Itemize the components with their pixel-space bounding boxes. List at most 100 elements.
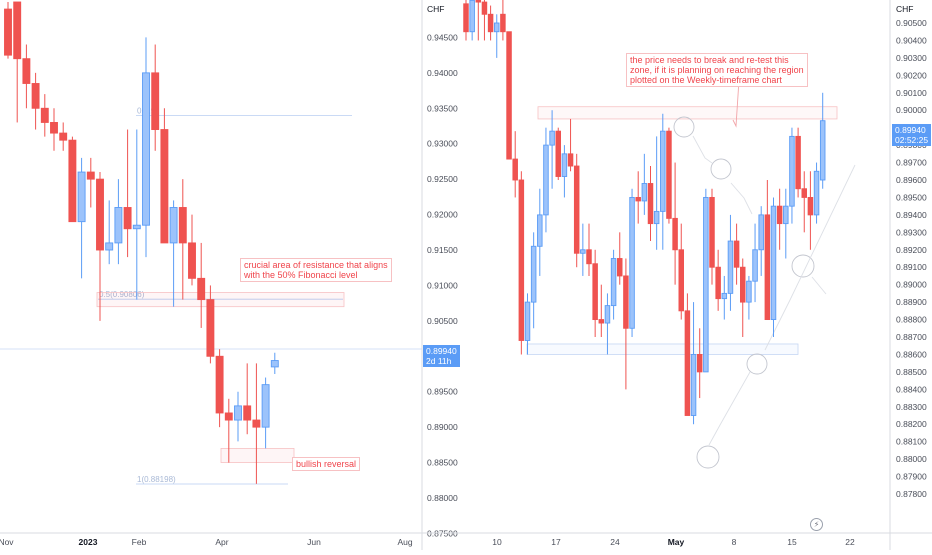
middle-price-axis: 0.94500 0.94000 0.93500 0.93000 0.92500 0.920…: [427, 32, 458, 538]
path-line: [692, 135, 713, 164]
candle-down: [123, 207, 132, 230]
candle-up: [77, 171, 86, 223]
daily-annotation: the price needs to break and re-test thi…: [626, 53, 808, 87]
candle-down: [506, 31, 512, 160]
candle-up: [469, 0, 475, 33]
x-tick-label: Aug: [397, 537, 412, 547]
candle-up: [132, 224, 141, 230]
lightning-icon[interactable]: ⚡: [810, 518, 823, 531]
right-y-tick-label: 0.88000: [896, 454, 927, 464]
candle-up: [494, 22, 500, 33]
candle-down: [40, 107, 49, 123]
left-y-tick-label: 0.90500: [427, 316, 458, 326]
right-y-tick-label: 0.90000: [896, 105, 927, 115]
x-tick-label: 24: [610, 537, 620, 547]
path-line: [811, 276, 827, 295]
candle-down: [709, 196, 715, 268]
candle-down: [500, 13, 506, 33]
right-panel-x-axis: 10 17 24 May 8 15 22: [492, 537, 855, 547]
candle-down: [807, 196, 814, 216]
highlight-circle: [746, 353, 768, 375]
left-y-tick-label: 0.94500: [427, 32, 458, 42]
left-y-tick-label: 0.93500: [427, 103, 458, 113]
candle-down: [252, 419, 261, 428]
candle-down: [59, 132, 68, 141]
candle-up: [105, 242, 114, 251]
candle-up: [690, 353, 697, 416]
candle-up: [549, 130, 555, 146]
candle-down: [4, 8, 12, 56]
right-y-tick-label: 0.88100: [896, 437, 927, 447]
fib-level-label: 1(0.88198): [137, 475, 176, 484]
candle-up: [604, 305, 611, 324]
candle-down: [518, 179, 525, 341]
highlight-circle: [673, 116, 695, 138]
right-y-tick-label: 0.88400: [896, 384, 927, 394]
candle-down: [86, 171, 95, 180]
candle-down: [555, 130, 562, 177]
candle-down: [696, 353, 703, 373]
candle-down: [224, 412, 233, 421]
candle-down: [567, 153, 574, 167]
candle-up: [783, 205, 789, 225]
right-panel-candles: [463, 0, 826, 425]
candle-up: [660, 130, 666, 212]
candle-down: [733, 240, 740, 268]
x-tick-label: 2023: [79, 537, 98, 547]
left-y-tick-label: 0.91500: [427, 245, 458, 255]
x-tick-label: Feb: [132, 537, 147, 547]
right-y-tick-label: 0.89500: [896, 192, 927, 202]
candle-down: [740, 266, 746, 303]
left-y-tick-label: 0.91000: [427, 280, 458, 290]
candle-up: [524, 301, 531, 341]
right-y-tick-label: 0.90300: [896, 53, 927, 63]
candle-up: [169, 207, 178, 244]
candle-up: [537, 214, 543, 247]
candle-down: [678, 249, 685, 312]
left-panel-drawings: 0(0.90.5(0.90806)1(0.88198): [96, 106, 352, 485]
support-zone: [220, 447, 295, 463]
candle-down: [647, 183, 654, 225]
right-y-tick-label: 0.88500: [896, 367, 927, 377]
candle-down: [586, 249, 592, 265]
support-zone: [526, 343, 799, 355]
candle-up: [270, 360, 279, 368]
path-line: [730, 182, 753, 215]
left-y-tick-label: 0.93000: [427, 139, 458, 149]
candle-up: [142, 72, 150, 226]
candle-down: [776, 205, 783, 225]
right-currency-label: CHF: [896, 4, 913, 14]
x-tick-label: 17: [551, 537, 561, 547]
candle-down: [635, 196, 641, 202]
highlight-circle: [710, 158, 732, 180]
candle-up: [580, 249, 586, 254]
left-panel-candles: [4, 1, 279, 484]
highlight-circle: [696, 445, 720, 469]
left-y-tick-label: 0.94000: [427, 68, 458, 78]
left-y-tick-label: 0.92000: [427, 210, 458, 220]
x-tick-label: 22: [845, 537, 855, 547]
right-y-tick-label: 0.88200: [896, 419, 927, 429]
candle-down: [215, 355, 224, 414]
candle-down: [672, 217, 678, 251]
candle-up: [629, 196, 635, 329]
candle-down: [243, 405, 252, 421]
candle-up: [752, 249, 758, 282]
resistance-zone: [96, 292, 345, 308]
candle-down: [13, 1, 22, 60]
candle-up: [819, 120, 826, 181]
right-price-axis: 0.90500 0.90400 0.90300 0.90200 0.90100 0.900…: [896, 18, 927, 499]
left-price-tag: 0.89940 2d 11h: [423, 345, 460, 367]
left-panel-x-axis: Nov 2023 Feb Apr Jun Aug: [0, 537, 413, 547]
x-tick-label: Jun: [307, 537, 321, 547]
candle-up: [641, 183, 648, 202]
right-y-tick-label: 0.89000: [896, 280, 927, 290]
path-line: [708, 371, 751, 446]
bullish-reversal-annotation: bullish reversal: [292, 457, 361, 471]
candle-up: [530, 245, 537, 303]
candle-down: [715, 266, 721, 300]
candle-down: [481, 1, 488, 15]
candle-down: [188, 242, 196, 279]
left-y-tick-label: 0.88500: [427, 458, 458, 468]
candle-down: [592, 263, 598, 321]
